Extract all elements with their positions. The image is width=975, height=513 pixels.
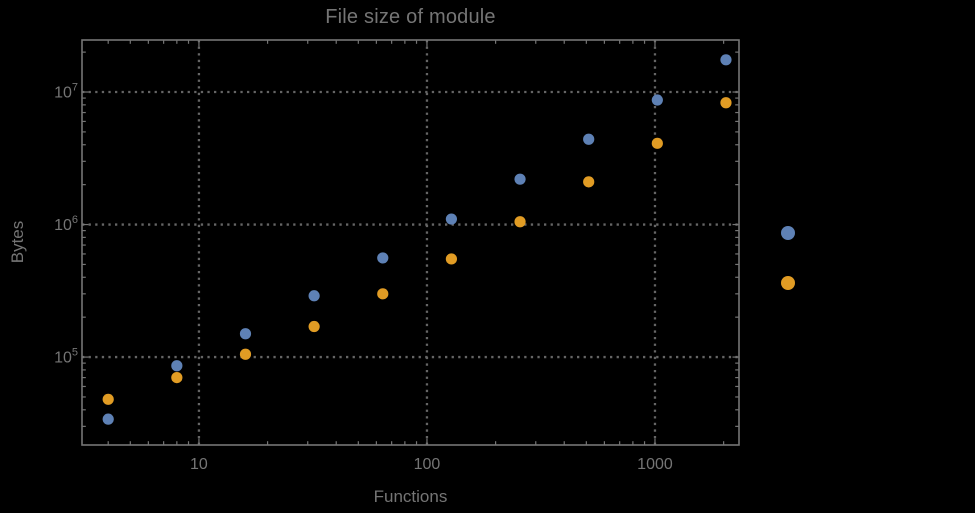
x-tick-label: 100 (414, 456, 441, 473)
series-blue-point (583, 133, 595, 145)
series-orange-point (377, 288, 389, 300)
y-tick-label: 107 (54, 82, 78, 102)
plot-frame (81, 39, 740, 446)
series-blue-point (377, 252, 389, 264)
series-blue-point (514, 173, 526, 185)
x-axis-label: Functions (373, 487, 448, 506)
series-orange-point (651, 137, 663, 149)
y-axis-label: Bytes (8, 220, 27, 264)
y-tick-label: 106 (54, 214, 78, 234)
series-blue-point (102, 413, 114, 425)
series-blue-point (720, 54, 732, 66)
series-orange-point (102, 393, 114, 405)
series-blue-point (239, 328, 252, 340)
legend (781, 226, 795, 290)
y-tick-label: 105 (54, 347, 78, 367)
tick-marks (82, 40, 739, 445)
series-orange-point (239, 348, 252, 360)
series-blue-point (445, 213, 458, 225)
x-tick-label: 10 (190, 456, 208, 473)
series-orange-point (171, 371, 183, 384)
gridlines (82, 40, 739, 445)
series-blue-points (102, 54, 732, 425)
series-orange-point (583, 176, 595, 188)
chart-title: File size of module (325, 6, 496, 28)
series-orange-point (445, 253, 458, 265)
series-orange-points (102, 97, 732, 405)
series-orange-point (308, 320, 320, 333)
legend-marker-2 (781, 276, 795, 290)
series-blue-point (651, 94, 663, 106)
series-orange-point (514, 216, 526, 228)
x-tick-labels: 10 100 1000 (190, 456, 673, 473)
x-tick-label: 1000 (637, 456, 673, 473)
series-blue-point (308, 290, 320, 302)
series-orange-point (720, 97, 732, 109)
series-blue-point (171, 360, 183, 372)
legend-marker-1 (781, 226, 795, 240)
y-tick-labels: 105 106 107 (54, 82, 78, 367)
